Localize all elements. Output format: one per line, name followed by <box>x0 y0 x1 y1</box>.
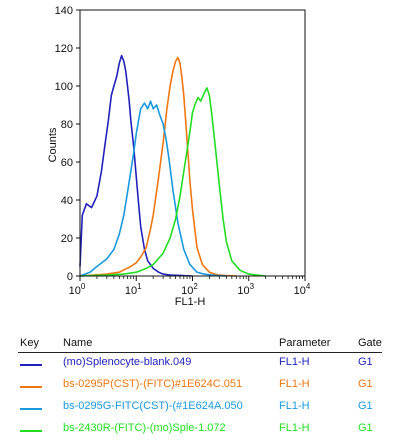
legend-table: Key Name Parameter Gate (mo)Splenocyte-b… <box>0 334 400 442</box>
legend-row-gate: G1 <box>358 356 373 368</box>
legend-row-parameter: FL1-H <box>279 356 310 368</box>
y-tick-label: 60 <box>61 157 73 169</box>
legend-swatch-0295g <box>20 408 42 410</box>
legend-row-parameter: FL1-H <box>279 378 310 390</box>
series-line-1 <box>79 56 237 277</box>
y-tick-label: 0 <box>67 271 73 283</box>
legend-row-name: bs-0295P(CST)-(FITC)#1E624C.051 <box>63 378 243 390</box>
legend-row-name: bs-0295G-FITC(CST)-(#1E624A.050 <box>63 400 243 412</box>
legend-row-gate: G1 <box>358 378 373 390</box>
x-tick-label: 100 <box>69 282 86 297</box>
legend-header-name: Name <box>63 337 93 349</box>
x-tick-label: 103 <box>237 282 254 297</box>
axis-layer: 0 20 40 60 80 100 120 140 100 101 102 103 104 <box>55 5 311 297</box>
y-tick-label: 40 <box>61 195 73 207</box>
legend-row: bs-0295G-FITC(CST)-(#1E624A.050 FL1-H G1 <box>0 398 400 420</box>
series-line-3 <box>79 87 266 277</box>
legend-swatch-2430r <box>20 430 42 432</box>
legend-row-name: bs-2430R-(FITC)-(mo)Sple-1.072 <box>63 422 226 434</box>
y-tick-label: 100 <box>55 81 73 93</box>
legend-row-gate: G1 <box>358 400 373 412</box>
legend-row-parameter: FL1-H <box>279 400 310 412</box>
y-tick-label: 80 <box>61 119 73 131</box>
plot-frame <box>79 9 306 277</box>
y-tick-label: 140 <box>55 5 73 17</box>
histogram-chart: 0 20 40 60 80 100 120 140 100 101 102 103 104 Counts… <box>47 5 311 308</box>
x-axis-title: FL1-H <box>175 296 206 308</box>
series-line-2 <box>79 100 227 277</box>
legend-row: bs-2430R-(FITC)-(mo)Sple-1.072 FL1-H G1 <box>0 420 400 442</box>
legend-header-parameter: Parameter <box>279 337 331 349</box>
legend-swatch-0295p <box>20 386 42 388</box>
legend-row-name: (mo)Splenocyte-blank.049 <box>63 356 192 368</box>
legend-header-key: Key <box>20 337 39 349</box>
legend-row-parameter: FL1-H <box>279 422 310 434</box>
x-tick-label: 102 <box>181 282 198 297</box>
legend-row-gate: G1 <box>358 422 373 434</box>
legend-divider <box>18 352 382 353</box>
x-tick-label: 101 <box>125 282 142 297</box>
legend-swatch-blank <box>20 364 42 366</box>
series-line-0 <box>79 54 193 277</box>
legend-header-gate: Gate <box>358 337 382 349</box>
y-tick-label: 20 <box>61 233 73 245</box>
y-axis-title: Counts <box>47 127 59 162</box>
x-tick-label: 104 <box>294 282 311 297</box>
legend-row: bs-0295P(CST)-(FITC)#1E624C.051 FL1-H G1 <box>0 376 400 398</box>
series-layer <box>79 54 266 277</box>
y-tick-label: 120 <box>55 43 73 55</box>
legend-row: (mo)Splenocyte-blank.049 FL1-H G1 <box>0 354 400 376</box>
